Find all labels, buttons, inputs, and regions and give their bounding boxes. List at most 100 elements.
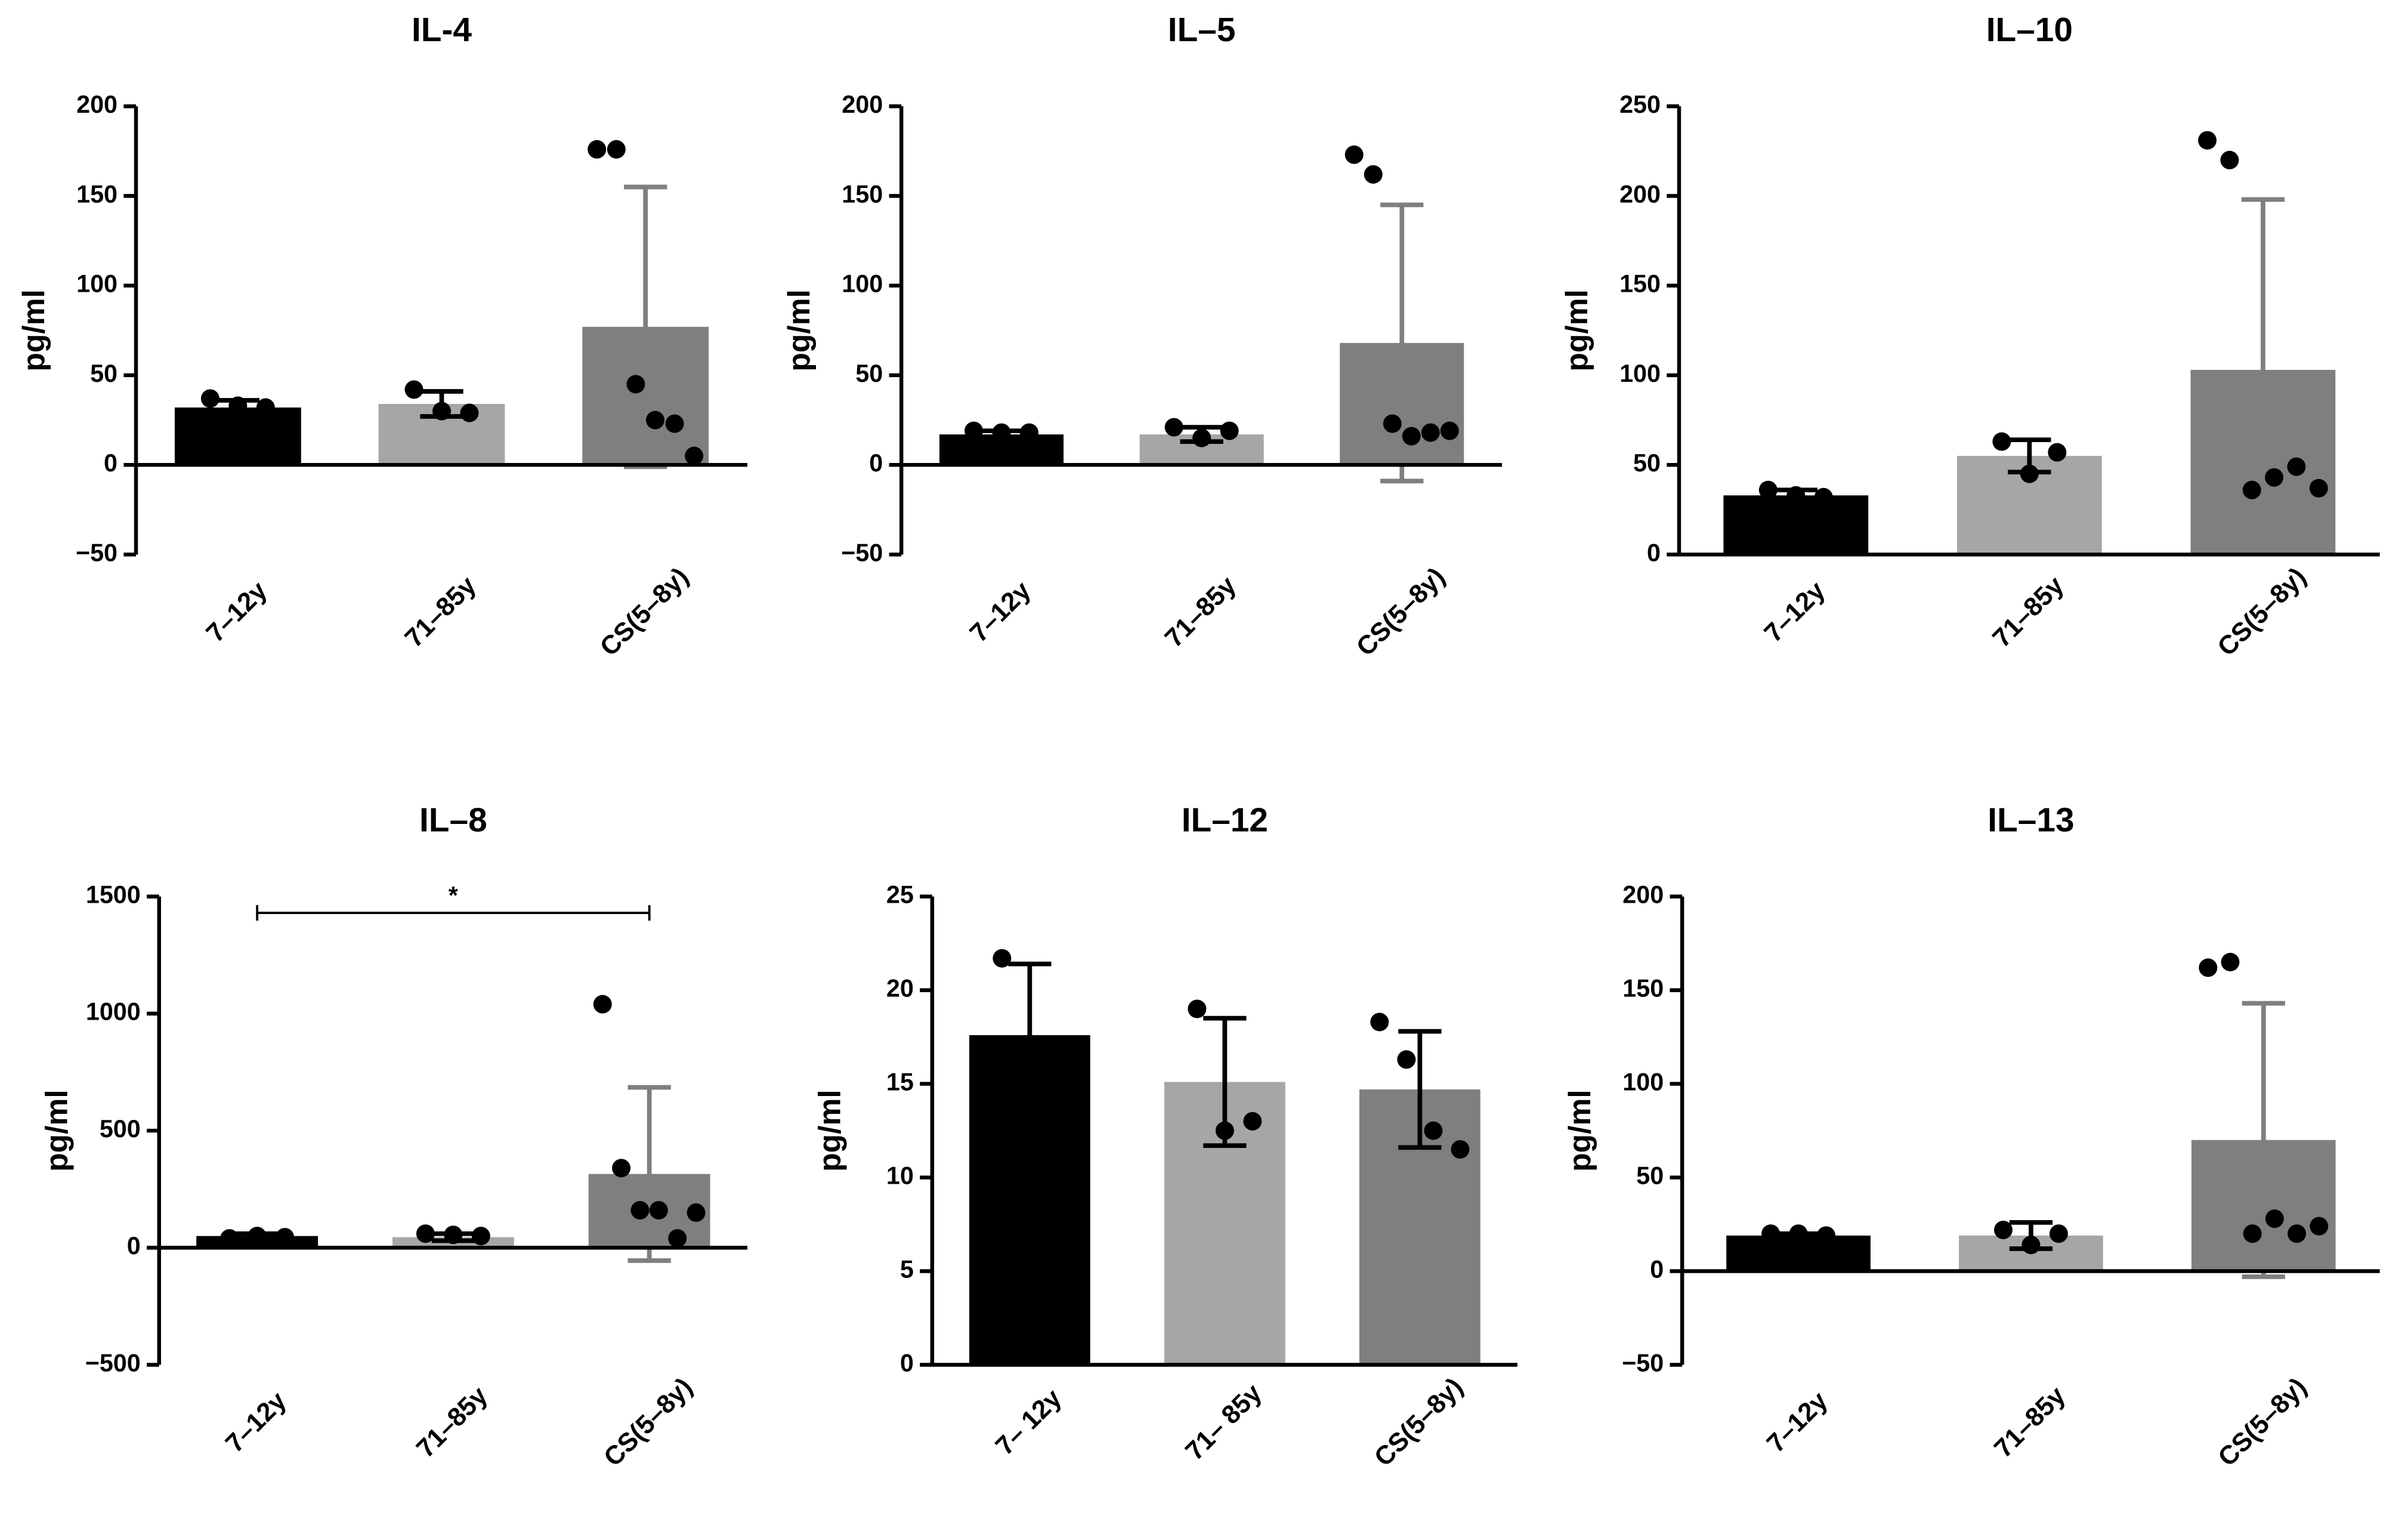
data-point [404, 380, 424, 399]
data-point [649, 1200, 668, 1220]
y-tick-label: 200 [842, 91, 883, 118]
data-point [416, 1224, 435, 1243]
data-point [248, 1227, 267, 1246]
data-point [1383, 414, 1402, 433]
bar [174, 408, 301, 465]
data-point [687, 1203, 706, 1222]
x-tick-label: 71–85y [399, 570, 482, 653]
y-tick-label: 0 [1650, 1255, 1664, 1283]
data-point [2310, 1217, 2329, 1236]
data-point [2020, 464, 2039, 483]
data-point [200, 389, 220, 408]
data-point [1761, 1224, 1781, 1243]
data-point [2048, 443, 2067, 462]
y-tick-label: −50 [76, 539, 118, 566]
x-tick-label: 71–85y [411, 1381, 494, 1464]
data-point [228, 396, 248, 415]
x-tick-label: 7–12y [1761, 1386, 1834, 1458]
chart-title: IL–13 [1987, 802, 2074, 839]
y-axis-label: pg/ml [1562, 1089, 1597, 1172]
y-tick-label: 50 [1636, 1162, 1664, 1189]
data-point [2242, 480, 2261, 499]
data-point [1992, 432, 2011, 451]
y-tick-label: 200 [76, 91, 118, 118]
data-point [993, 949, 1012, 968]
data-point [1786, 486, 1806, 505]
data-point [1215, 1121, 1234, 1140]
x-tick-label: 71–85y [1989, 1381, 2072, 1464]
chart-title: IL–12 [1182, 802, 1268, 839]
y-tick-label: 100 [1619, 360, 1661, 387]
y-tick-label: 0 [104, 449, 118, 477]
y-tick-label: 200 [1619, 180, 1661, 208]
y-tick-label: 50 [855, 360, 883, 387]
data-point [1421, 423, 1440, 442]
data-point [1188, 999, 1207, 1018]
y-tick-label: 100 [842, 270, 883, 298]
data-point [1243, 1112, 1262, 1131]
x-tick-label: 71– 85y [1180, 1378, 1268, 1466]
y-tick-label: 500 [100, 1115, 141, 1143]
data-point [1370, 1012, 1389, 1032]
y-axis-label: pg/ml [39, 1089, 74, 1172]
data-point [588, 140, 607, 159]
y-tick-label: 150 [1619, 270, 1661, 298]
data-point [593, 995, 612, 1014]
data-point [1440, 421, 1459, 440]
y-tick-label: 50 [90, 360, 118, 387]
data-point [1424, 1121, 1443, 1140]
data-point [1019, 423, 1038, 442]
y-tick-label: −50 [841, 539, 883, 566]
y-tick-label: 150 [1622, 974, 1664, 1002]
data-point [256, 398, 275, 417]
data-point [1164, 418, 1183, 437]
x-tick-label: CS(5–8y) [2212, 562, 2311, 662]
y-tick-label: 10 [886, 1162, 914, 1189]
data-point [1048, 1075, 1067, 1094]
data-point [607, 140, 626, 159]
data-point [1344, 145, 1364, 164]
y-tick-label: 0 [900, 1349, 914, 1376]
chart-title: IL-4 [412, 11, 472, 49]
data-point [1020, 1055, 1039, 1075]
y-tick-label: 0 [869, 449, 883, 477]
data-point [630, 1200, 650, 1220]
data-point [2265, 1209, 2284, 1228]
data-point [1789, 1224, 1808, 1243]
data-point [1758, 480, 1778, 499]
y-tick-label: 1500 [86, 881, 141, 909]
data-point [1402, 427, 1421, 446]
data-point [2221, 953, 2240, 971]
x-tick-label: 7–12y [200, 576, 273, 648]
data-point [2021, 1236, 2041, 1255]
y-tick-label: 20 [886, 974, 914, 1002]
y-tick-label: 0 [127, 1232, 141, 1259]
data-point [685, 446, 704, 465]
data-point [2287, 457, 2306, 476]
bar [1723, 495, 1869, 555]
data-point [965, 421, 984, 440]
x-tick-label: 7–12y [1758, 576, 1831, 648]
data-point [2243, 1224, 2262, 1243]
x-tick-label: 7–12y [220, 1386, 292, 1458]
chart-title: IL–8 [419, 802, 487, 839]
data-point [432, 402, 451, 421]
x-tick-label: CS(5–8y) [1369, 1372, 1469, 1472]
data-point [1451, 1140, 1470, 1159]
data-point [1817, 1226, 1836, 1245]
y-tick-label: 100 [1622, 1068, 1664, 1095]
data-point [1993, 1220, 2013, 1239]
y-tick-label: 150 [76, 180, 118, 208]
y-axis-label: pg/ml [16, 289, 51, 372]
x-tick-label: 71–85y [1987, 570, 2070, 653]
data-point [626, 375, 645, 394]
data-point [444, 1225, 463, 1245]
y-tick-label: 5 [900, 1255, 914, 1283]
data-point [2199, 958, 2218, 977]
y-axis-label: pg/ml [1559, 289, 1594, 372]
y-tick-label: 200 [1622, 881, 1664, 909]
y-tick-label: −500 [85, 1349, 141, 1376]
data-point [276, 1228, 295, 1247]
chart-title: IL–5 [1168, 11, 1236, 49]
data-point [2265, 468, 2284, 487]
